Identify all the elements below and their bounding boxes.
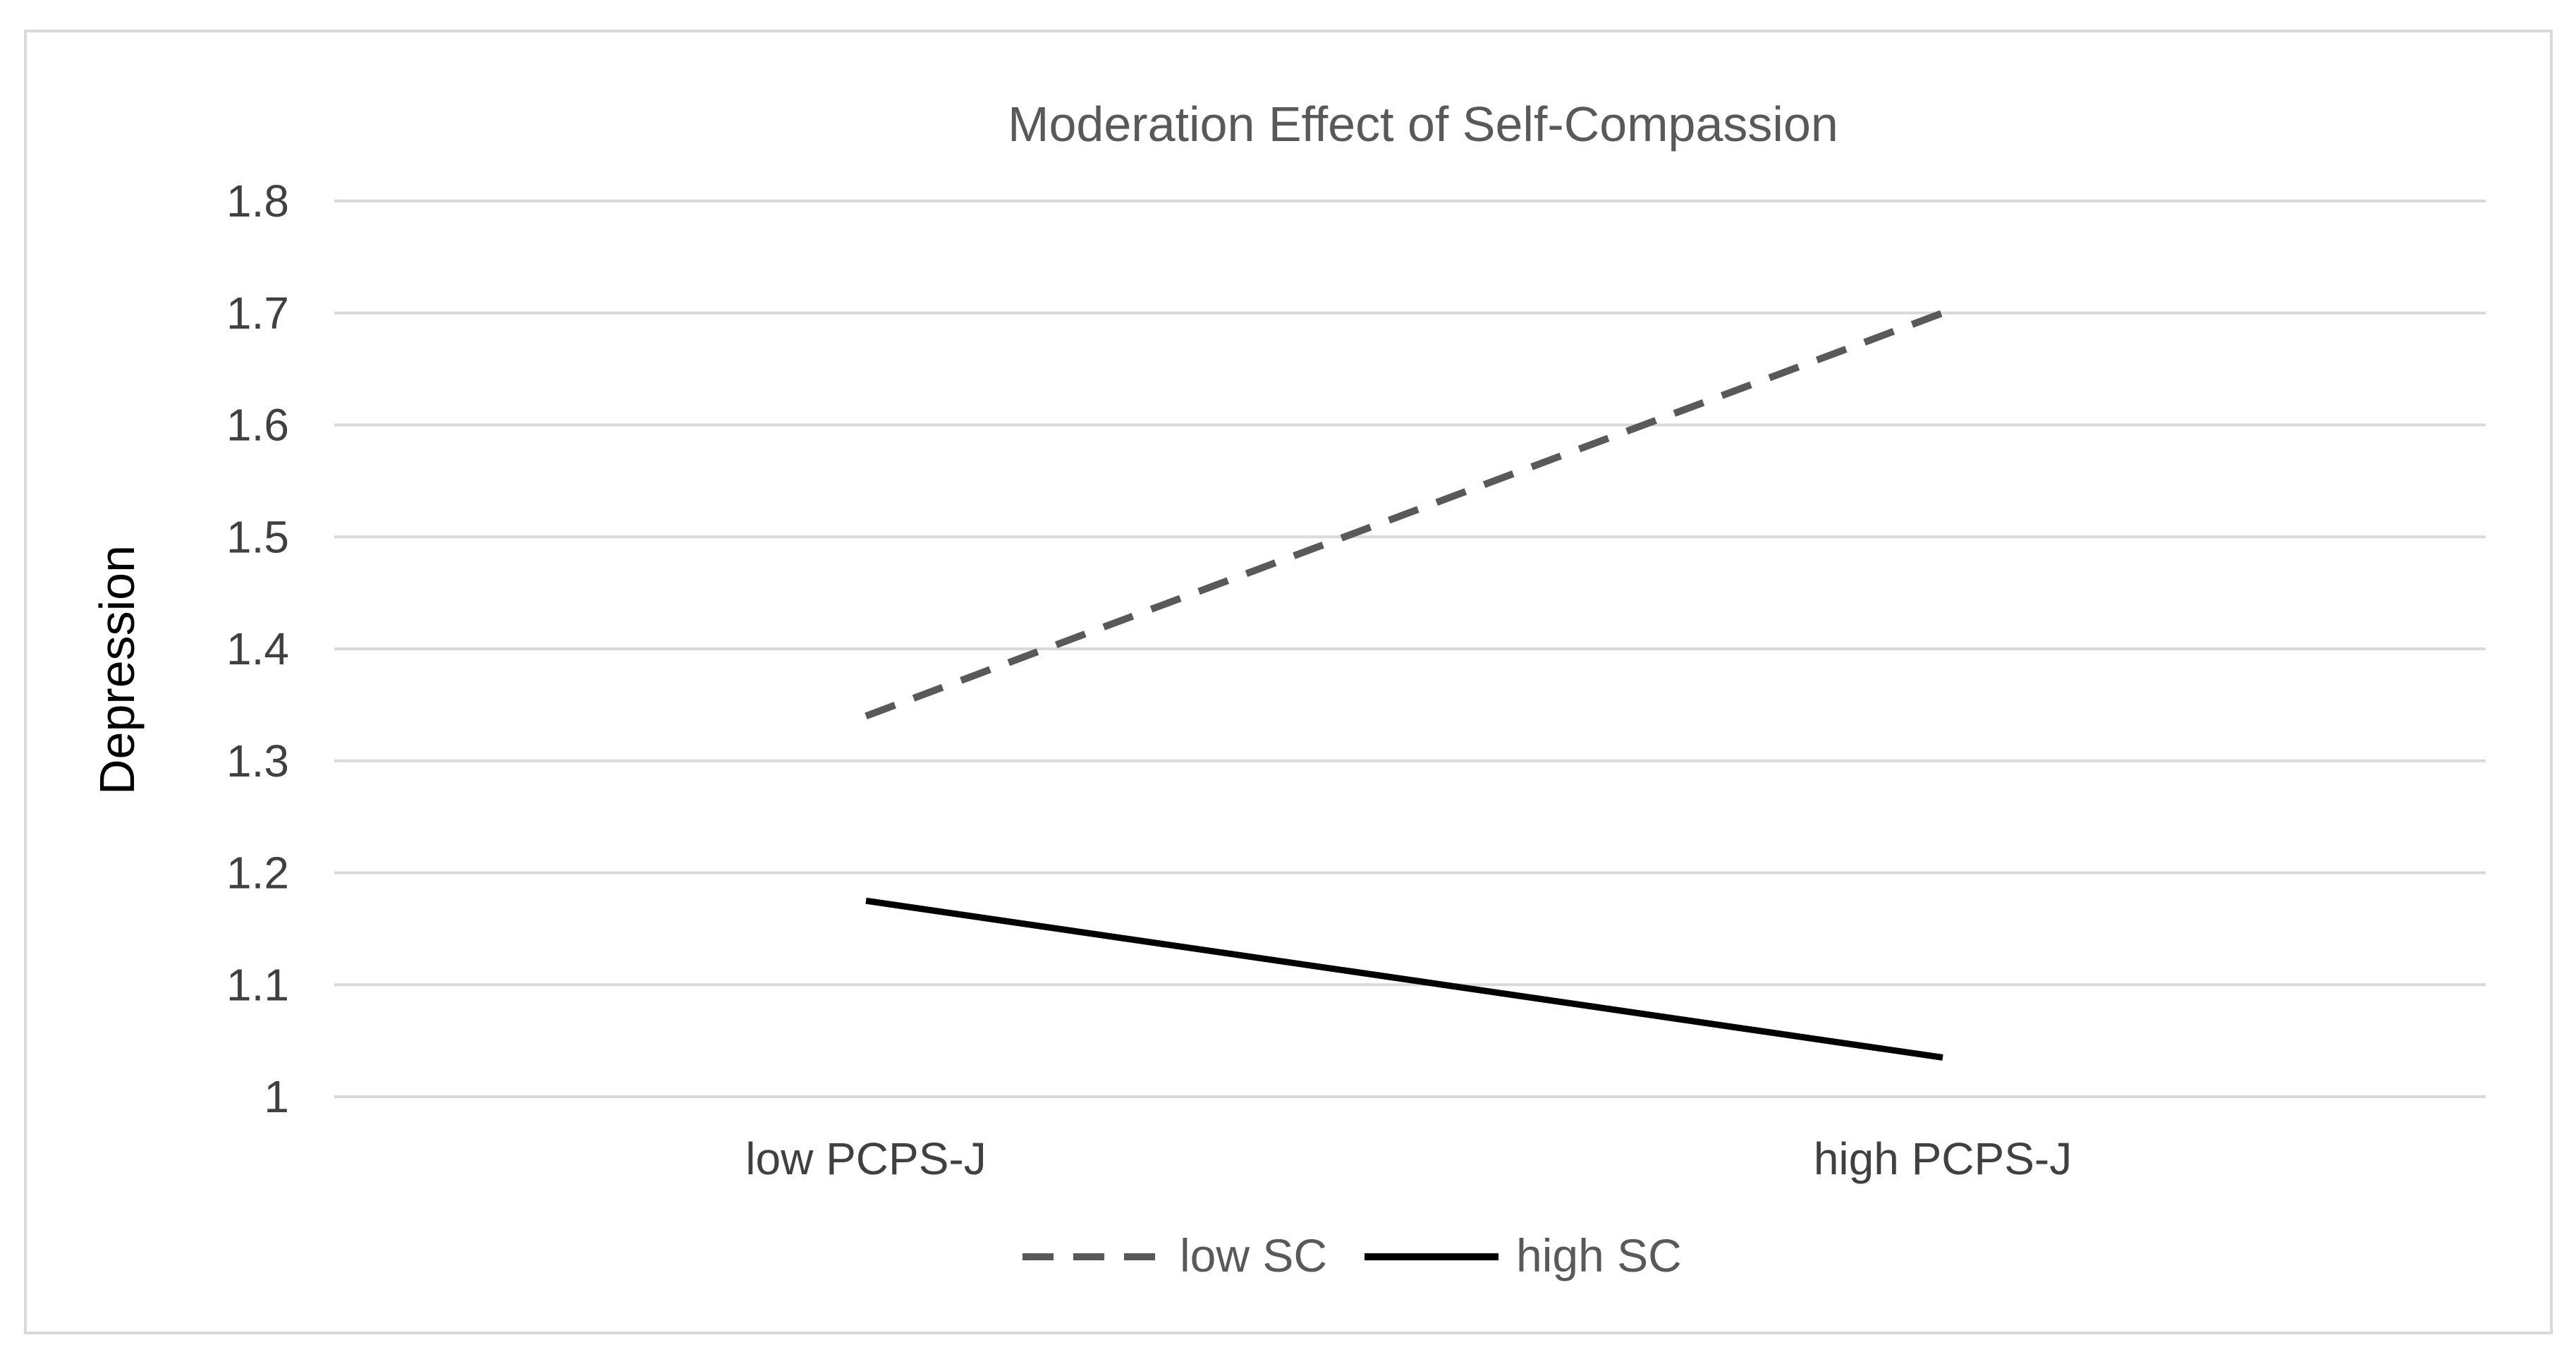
y-tick-label: 1.7 [226,288,289,339]
chart-frame [24,30,2553,1334]
y-tick-label: 1.8 [226,176,289,226]
y-tick-label: 1.2 [226,848,289,899]
x-axis-ticks: low PCPS-J high PCPS-J [745,1133,2072,1184]
x-tick-label: low PCPS-J [745,1133,986,1184]
y-tick-label: 1.6 [226,400,289,451]
chart-title: Moderation Effect of Self-Compassion [1008,97,1838,152]
y-axis-ticks: 1 1.1 1.2 1.3 1.4 1.5 1.6 1.7 1.8 [226,176,289,1122]
y-tick-label: 1.3 [226,736,289,786]
series-line-high-sc [865,897,1943,1061]
y-tick-label: 1.4 [226,623,289,674]
legend-label: low SC [1180,1229,1327,1281]
x-tick-label: high PCPS-J [1814,1133,2072,1184]
series-lines [865,310,1944,1061]
gridlines [334,200,2486,1098]
y-axis-label: Depression [90,545,145,795]
series-line-low-sc [865,310,1944,719]
y-tick-label: 1 [264,1071,289,1122]
legend: low SC high SC [1023,1229,1682,1281]
y-tick-label: 1.5 [226,511,289,562]
legend-label: high SC [1516,1229,1682,1281]
y-tick-label: 1.1 [226,959,289,1010]
